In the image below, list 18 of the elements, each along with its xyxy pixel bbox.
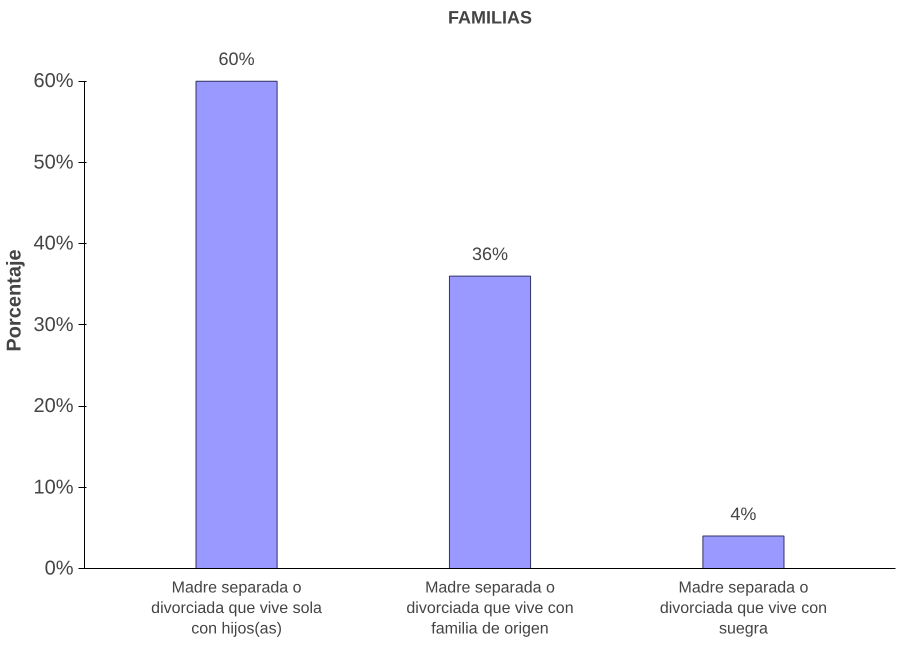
y-axis-title: Porcentaje (3, 249, 26, 352)
data-label: 36% (472, 244, 508, 264)
data-label: 60% (218, 49, 255, 70)
x-tick-label: Madre separada o divorciada que vive sola con hijos(as) (151, 580, 322, 638)
bar (448, 276, 532, 568)
bar (196, 80, 278, 568)
y-tick-label: 0% (44, 558, 74, 580)
chart-title: FAMILIAS (448, 8, 532, 28)
y-tick-label: 40% (33, 232, 74, 255)
data-label: 4% (730, 504, 756, 524)
y-tick-label: 10% (33, 476, 74, 498)
x-tick-label: Madre separada o divorciada que vive con suegra (660, 580, 828, 638)
y-tick-label: 50% (33, 151, 74, 174)
y-tick-label: 20% (33, 395, 74, 418)
y-tick-label: 30% (33, 314, 74, 336)
y-tick-label: 60% (33, 70, 74, 92)
bar (702, 536, 784, 568)
x-tick-label: Madre separada o divorciada que vive con familia de origen (406, 580, 574, 638)
